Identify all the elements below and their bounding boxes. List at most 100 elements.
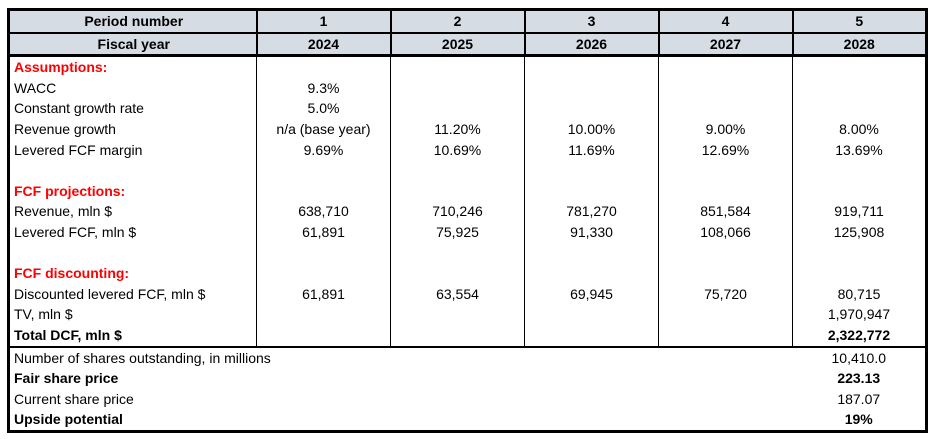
value-cell[interactable] — [524, 242, 659, 264]
value-cell[interactable] — [524, 324, 659, 347]
value-cell[interactable]: 13.69% — [792, 139, 927, 161]
value-cell[interactable]: 9.00% — [658, 118, 793, 140]
value-cell[interactable]: 11.69% — [524, 139, 659, 161]
fiscal-year-header-cell[interactable]: Fiscal year — [8, 32, 257, 58]
row-label-cell[interactable]: Revenue, mln $ — [14, 203, 113, 220]
row-label-cell[interactable]: Discounted levered FCF, mln $ — [14, 285, 206, 302]
value-cell[interactable] — [524, 180, 659, 202]
value-cell[interactable] — [792, 180, 927, 202]
row-label-cell[interactable]: Total DCF, mln $ — [14, 326, 122, 343]
value-cell[interactable] — [792, 263, 927, 284]
value-cell[interactable] — [390, 324, 525, 347]
value-cell[interactable] — [792, 77, 927, 99]
value-cell[interactable] — [658, 98, 793, 119]
value-cell[interactable] — [390, 304, 525, 325]
value-cell[interactable]: 11.20% — [390, 118, 525, 140]
year-cell-2028[interactable]: 2028 — [791, 32, 927, 58]
value-cell[interactable] — [792, 98, 927, 119]
value-cell[interactable] — [658, 263, 793, 284]
period-cell-2[interactable]: 2 — [389, 9, 525, 34]
summary-value-cell[interactable]: 10,410.0 — [792, 345, 927, 369]
value-cell[interactable]: 710,246 — [390, 201, 525, 222]
section-title-cell[interactable]: Assumptions: — [14, 59, 108, 76]
row-label-cell[interactable]: Constant growth rate — [14, 100, 144, 117]
value-cell[interactable] — [524, 55, 659, 78]
year-cell-2025[interactable]: 2025 — [389, 32, 525, 58]
value-cell[interactable]: 919,711 — [792, 201, 927, 222]
row-label-cell[interactable] — [9, 160, 257, 181]
value-cell[interactable]: 69,945 — [524, 283, 659, 305]
value-cell[interactable] — [658, 242, 793, 264]
value-cell[interactable]: 61,891 — [256, 221, 391, 243]
period-cell-5[interactable]: 5 — [791, 9, 927, 34]
value-cell[interactable]: n/a (base year) — [256, 118, 391, 140]
value-cell[interactable]: 2,322,772 — [792, 324, 927, 347]
period-cell-4[interactable]: 4 — [657, 9, 793, 34]
value-cell[interactable] — [390, 180, 525, 202]
value-cell[interactable]: 8.00% — [792, 118, 927, 140]
value-cell[interactable]: 1,970,947 — [792, 304, 927, 325]
value-cell[interactable] — [658, 55, 793, 78]
period-number-header-cell[interactable]: Period number — [8, 9, 257, 34]
value-cell[interactable] — [524, 98, 659, 119]
row-label-cell[interactable]: Revenue growth — [14, 120, 116, 137]
period-cell-1[interactable]: 1 — [255, 9, 391, 34]
value-cell[interactable]: 10.00% — [524, 118, 659, 140]
value-cell[interactable]: 5.0% — [256, 98, 391, 119]
value-cell[interactable] — [390, 242, 525, 264]
row-label-cell[interactable]: Levered FCF, mln $ — [14, 223, 137, 240]
value-cell[interactable]: 125,908 — [792, 221, 927, 243]
row-label-cell[interactable]: TV, mln $ — [14, 306, 73, 323]
value-cell[interactable] — [256, 160, 391, 181]
value-cell[interactable]: 91,330 — [524, 221, 659, 243]
summary-value-cell[interactable]: 187.07 — [837, 390, 881, 407]
value-cell[interactable] — [256, 242, 391, 264]
value-cell[interactable]: 61,891 — [256, 283, 391, 305]
value-cell[interactable] — [390, 263, 525, 284]
value-cell[interactable] — [256, 55, 391, 78]
value-cell[interactable]: 781,270 — [524, 201, 659, 222]
value-cell[interactable]: 80,715 — [792, 283, 927, 305]
value-cell[interactable] — [792, 242, 927, 264]
summary-label-cell[interactable]: Number of shares outstanding, in million… — [8, 345, 793, 369]
value-cell[interactable] — [390, 55, 525, 78]
value-cell[interactable]: 9.69% — [256, 139, 391, 161]
value-cell[interactable] — [658, 180, 793, 202]
year-cell-2027[interactable]: 2027 — [657, 32, 793, 58]
value-cell[interactable] — [256, 180, 391, 202]
summary-label-cell[interactable]: Current share price — [14, 390, 134, 407]
value-cell[interactable] — [256, 324, 391, 347]
section-title-cell[interactable]: FCF discounting: — [14, 265, 130, 282]
value-cell[interactable]: 108,066 — [658, 221, 793, 243]
value-cell[interactable] — [390, 77, 525, 99]
value-cell[interactable]: 75,925 — [390, 221, 525, 243]
period-cell-3[interactable]: 3 — [523, 9, 659, 34]
value-cell[interactable]: 638,710 — [256, 201, 391, 222]
year-cell-2026[interactable]: 2026 — [523, 32, 659, 58]
value-cell[interactable] — [256, 304, 391, 325]
summary-label-cell[interactable]: Upside potential — [14, 411, 123, 428]
value-cell[interactable]: 9.3% — [256, 77, 391, 99]
value-cell[interactable]: 851,584 — [658, 201, 793, 222]
value-cell[interactable] — [658, 77, 793, 99]
summary-label-cell[interactable]: Fair share price — [14, 370, 119, 387]
value-cell[interactable] — [524, 160, 659, 181]
value-cell[interactable] — [658, 160, 793, 181]
value-cell[interactable]: 12.69% — [658, 139, 793, 161]
row-label-cell[interactable] — [9, 243, 257, 264]
value-cell[interactable] — [524, 77, 659, 99]
value-cell[interactable] — [390, 98, 525, 119]
value-cell[interactable] — [256, 263, 391, 284]
section-title-cell[interactable]: FCF projections: — [14, 182, 126, 199]
value-cell[interactable] — [390, 160, 525, 181]
summary-value-cell[interactable]: 223.13 — [837, 370, 881, 387]
value-cell[interactable]: 10.69% — [390, 139, 525, 161]
value-cell[interactable] — [524, 304, 659, 325]
row-label-cell[interactable]: Levered FCF margin — [14, 141, 143, 158]
value-cell[interactable]: 75,720 — [658, 283, 793, 305]
row-label-cell[interactable]: WACC — [14, 79, 57, 96]
value-cell[interactable] — [792, 55, 927, 78]
value-cell[interactable]: 63,554 — [390, 283, 525, 305]
value-cell[interactable] — [658, 304, 793, 325]
value-cell[interactable] — [658, 324, 793, 347]
